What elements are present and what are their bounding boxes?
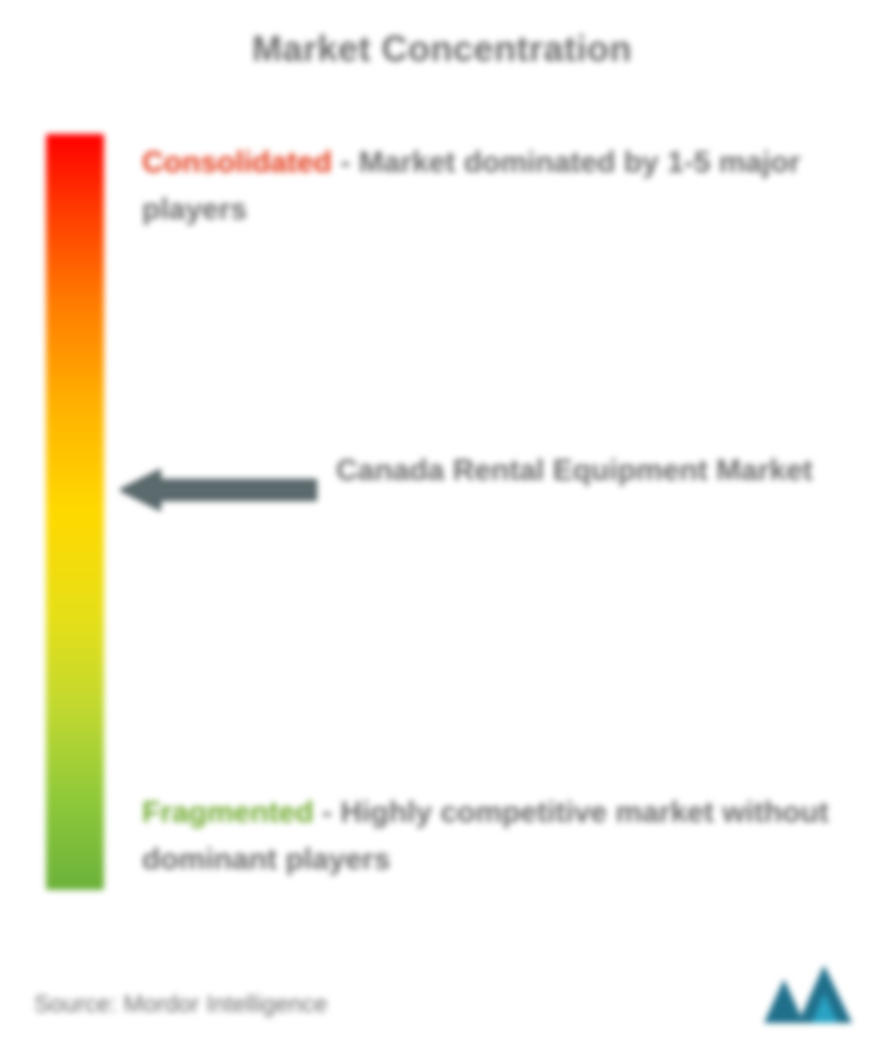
arrow-left-icon <box>120 466 320 514</box>
mordor-logo-icon <box>758 959 858 1029</box>
fragmented-lead: Fragmented <box>142 796 314 829</box>
market-name: Canada Rental Equipment Market <box>336 448 844 495</box>
consolidated-lead: Consolidated <box>142 146 332 179</box>
concentration-gradient-bar <box>46 134 104 890</box>
fragmented-label: Fragmented - Highly competitive market w… <box>142 790 844 883</box>
consolidated-label: Consolidated - Market dominated by 1-5 m… <box>142 140 844 233</box>
source-attribution: Source: Mordor Intelligence <box>34 991 327 1019</box>
chart-title: Market Concentration <box>0 28 884 70</box>
